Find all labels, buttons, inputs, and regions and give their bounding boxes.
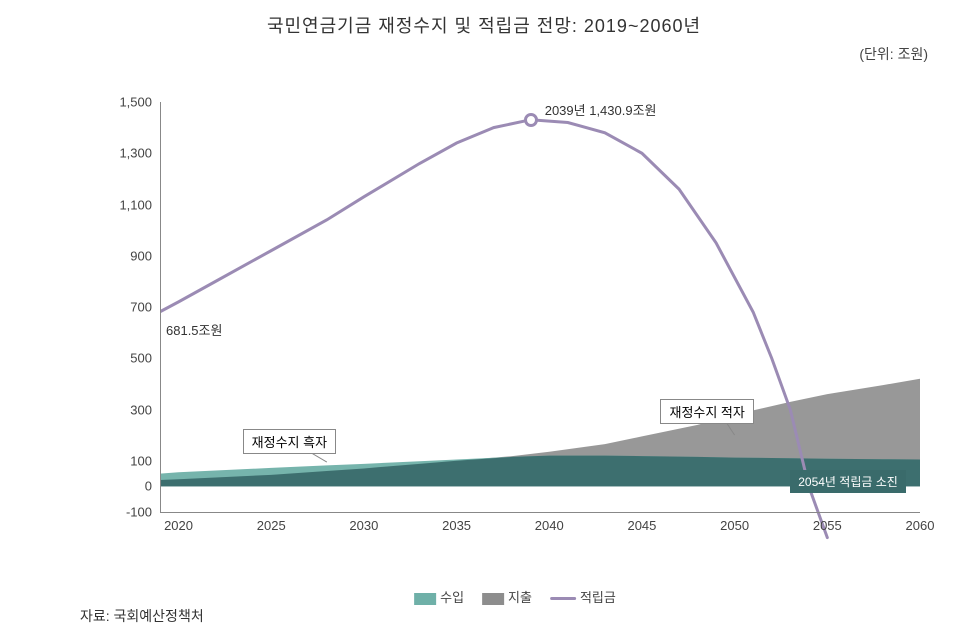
legend: 수입 지출 적립금: [414, 587, 616, 606]
x-tick: 2060: [906, 518, 935, 533]
y-tick: 700: [130, 300, 152, 315]
y-tick: 100: [130, 453, 152, 468]
legend-swatch: [414, 593, 436, 605]
x-tick: 2035: [442, 518, 471, 533]
start-label: 681.5조원: [166, 320, 222, 339]
x-tick: 2050: [720, 518, 749, 533]
peak-label: 2039년 1,430.9조원: [545, 100, 657, 119]
legend-item: 적립금: [550, 587, 616, 606]
plot-area: -10001003005007009001,1001,3001,50020202…: [160, 102, 920, 512]
y-axis: [160, 102, 161, 512]
legend-swatch: [482, 593, 504, 605]
y-tick: -100: [126, 505, 152, 520]
y-tick: 500: [130, 351, 152, 366]
surplus-label: 재정수지 흑자: [243, 429, 336, 454]
x-tick: 2040: [535, 518, 564, 533]
legend-item: 수입: [414, 587, 464, 606]
x-tick: 2030: [349, 518, 378, 533]
chart-source: 자료: 국회예산정책처: [80, 606, 204, 626]
chart-title: 국민연금기금 재정수지 및 적립금 전망: 2019~2060년: [0, 12, 968, 38]
chart-unit: (단위: 조원): [0, 44, 928, 64]
x-tick: 2025: [257, 518, 286, 533]
peak-marker: [524, 113, 538, 127]
y-tick: 1,300: [119, 146, 152, 161]
depletion-label: 2054년 적립금 소진: [790, 470, 906, 493]
y-tick: 300: [130, 402, 152, 417]
x-tick: 2055: [813, 518, 842, 533]
y-tick: 900: [130, 248, 152, 263]
y-tick: 1,100: [119, 197, 152, 212]
x-tick: 2045: [627, 518, 656, 533]
y-tick: 1,500: [119, 95, 152, 110]
deficit-label: 재정수지 적자: [660, 399, 753, 424]
legend-item: 지출: [482, 587, 532, 606]
legend-line: [550, 597, 576, 600]
legend-label: 수입: [440, 590, 464, 605]
y-tick: 0: [145, 479, 152, 494]
x-axis: [160, 512, 920, 513]
x-tick: 2020: [164, 518, 193, 533]
legend-label: 지출: [508, 590, 532, 605]
legend-label: 적립금: [580, 590, 616, 605]
chart-area: -100 0 100 300 500 700 900 1,100 1,300 1,500 2020 2…: [100, 92, 930, 552]
